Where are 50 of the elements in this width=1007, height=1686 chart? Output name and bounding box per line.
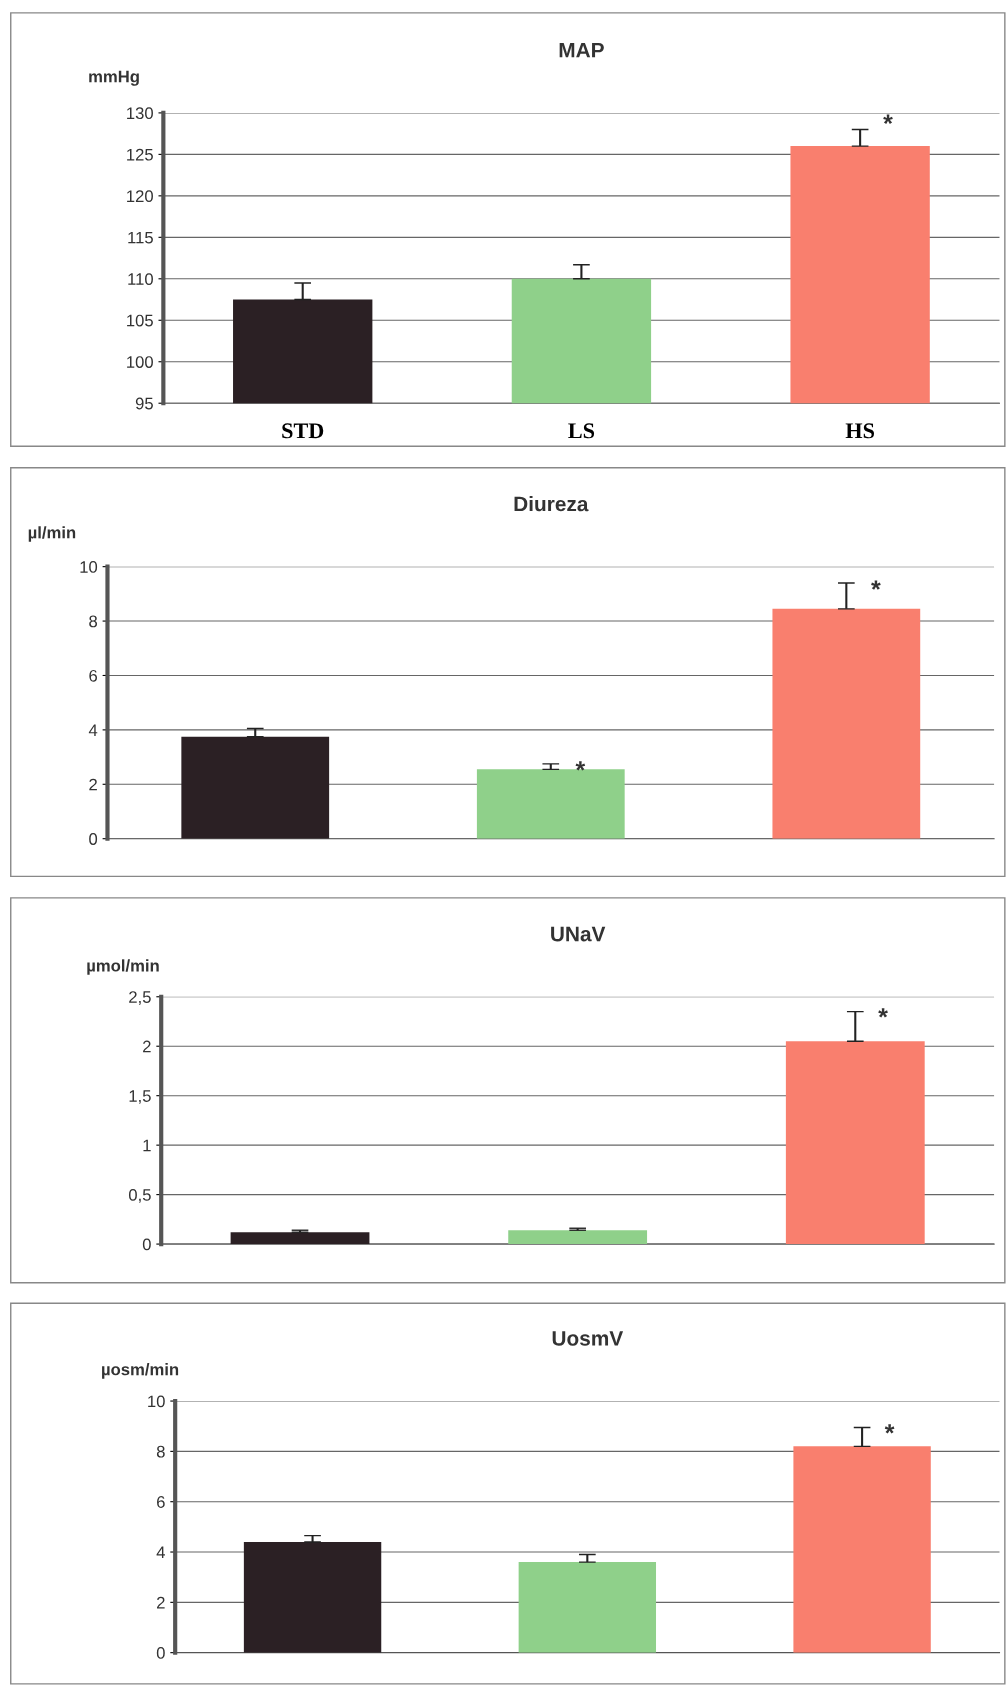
bar — [243, 1541, 382, 1653]
bar — [476, 769, 625, 839]
y-tick-label: 4 — [88, 724, 98, 736]
y-tick-label: 10 — [80, 561, 98, 573]
y-tick-label: 6 — [157, 1496, 165, 1508]
chart-title: UNaV — [551, 926, 606, 942]
y-tick-label: 6 — [89, 669, 98, 682]
y-tick-label: 0 — [156, 1647, 165, 1659]
y-tick-label: 1,5 — [129, 1090, 151, 1104]
annotation: * — [883, 114, 893, 124]
y-tick-label: 8 — [89, 615, 98, 628]
y-tick-label: 2 — [157, 1596, 165, 1609]
y-tick-label: 4 — [156, 1546, 165, 1559]
annotation: * — [884, 1424, 895, 1434]
y-tick-label: 100 — [127, 356, 153, 368]
y-axis-title: µosm/min — [102, 1363, 179, 1379]
y-tick-label: 125 — [127, 148, 153, 161]
y-tick-label: 0,5 — [128, 1189, 151, 1203]
y-axis-title: mmHg — [89, 70, 139, 86]
y-axis-title: µl/min — [28, 526, 76, 542]
y-tick-label: 95 — [135, 397, 153, 410]
y-tick-label: 120 — [127, 190, 153, 203]
bar — [518, 1562, 657, 1653]
bar — [785, 1041, 925, 1245]
x-tick-label: HS — [845, 423, 874, 439]
chart-title: Diureza — [514, 496, 589, 512]
y-tick-label: 130 — [127, 107, 153, 120]
y-tick-label: 8 — [156, 1445, 165, 1458]
bar — [793, 1446, 931, 1653]
y-tick-label: 2,5 — [129, 991, 151, 1005]
chart-title: UosmV — [552, 1331, 624, 1346]
y-tick-label: 105 — [127, 314, 153, 327]
bar — [230, 1232, 370, 1245]
y-tick-label: 110 — [128, 273, 153, 285]
y-tick-label: 115 — [128, 231, 153, 244]
annotation: * — [878, 1008, 888, 1018]
x-tick-label: STD — [282, 423, 324, 439]
y-tick-label: 2 — [143, 1040, 151, 1053]
y-tick-label: 1 — [143, 1139, 151, 1152]
bar — [772, 608, 921, 839]
y-tick-label: 0 — [142, 1238, 151, 1251]
y-tick-label: 0 — [89, 833, 98, 845]
y-tick-label: 10 — [148, 1395, 165, 1408]
chart-title: MAP — [559, 43, 604, 58]
annotation: * — [575, 761, 586, 771]
y-tick-label: 2 — [89, 778, 97, 791]
y-axis-title: µmol/min — [87, 959, 159, 975]
bar — [508, 1230, 648, 1245]
annotation: * — [871, 580, 881, 590]
x-tick-label: LS — [568, 423, 595, 439]
